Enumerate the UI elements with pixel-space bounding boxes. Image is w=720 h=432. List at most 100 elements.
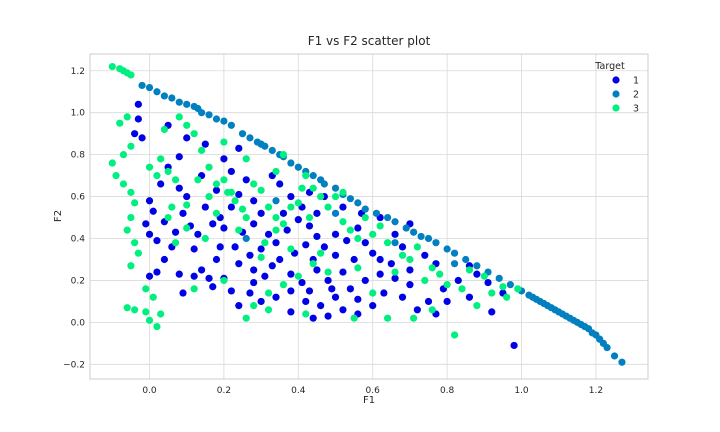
scatter-point [443, 281, 451, 289]
scatter-point [287, 192, 295, 201]
scatter-point [127, 142, 135, 150]
y-tick-label: 0.8 [71, 151, 86, 161]
scatter-point [354, 199, 362, 207]
scatter-point [465, 293, 474, 301]
scatter-point [339, 188, 347, 196]
scatter-point [331, 184, 340, 192]
scatter-point [242, 213, 250, 222]
scatter-point [261, 142, 269, 150]
scatter-point [145, 197, 154, 205]
scatter-point [227, 121, 235, 129]
scatter-point [153, 237, 161, 245]
scatter-point [142, 285, 150, 293]
scatter-point [305, 287, 314, 295]
scatter-point [406, 255, 414, 264]
scatter-point [250, 278, 258, 287]
scatter-point [465, 266, 474, 274]
scatter-point [272, 226, 280, 234]
plot-area [90, 54, 648, 379]
scatter-point [272, 167, 280, 176]
scatter-point [309, 172, 317, 180]
scatter-point [131, 199, 139, 207]
scatter-point [153, 88, 161, 96]
scatter-point [391, 239, 399, 247]
data-points [108, 62, 626, 366]
scatter-point [384, 314, 392, 322]
y-tick-label: 0.4 [71, 235, 86, 245]
scatter-point [380, 289, 388, 297]
scatter-point [499, 283, 507, 291]
scatter-point [324, 312, 332, 320]
scatter-point [354, 264, 362, 272]
scatter-point [343, 237, 351, 245]
scatter-point [309, 184, 317, 192]
scatter-point [462, 255, 470, 264]
scatter-point [272, 293, 280, 301]
scatter-point [257, 209, 265, 217]
scatter-point [127, 71, 135, 79]
scatter-point [153, 322, 161, 331]
scatter-point [272, 197, 280, 205]
scatter-point [302, 297, 310, 306]
scatter-point [398, 243, 407, 251]
scatter-point [354, 224, 362, 232]
scatter-point [391, 274, 399, 282]
scatter-point [346, 285, 354, 293]
scatter-point [514, 285, 522, 293]
scatter-point [175, 98, 183, 106]
scatter-point [138, 81, 146, 90]
scatter-point [123, 226, 131, 234]
scatter-point [123, 113, 131, 121]
scatter-point [294, 216, 302, 224]
scatter-point [179, 289, 187, 297]
scatter-point [134, 115, 142, 123]
scatter-point [302, 310, 310, 318]
scatter-point [398, 251, 407, 259]
scatter-point [406, 281, 414, 289]
scatter-point [376, 255, 384, 264]
scatter-point [250, 197, 258, 205]
scatter-point [391, 218, 399, 226]
scatter-point [145, 316, 154, 324]
scatter-point [131, 130, 139, 138]
scatter-point [450, 331, 459, 339]
scatter-point [302, 172, 310, 180]
scatter-point [131, 239, 139, 247]
scatter-point [413, 306, 421, 314]
scatter-point [298, 278, 306, 287]
scatter-point [235, 144, 243, 152]
scatter-point [443, 245, 451, 253]
scatter-point [242, 314, 250, 322]
scatter-point [376, 222, 384, 230]
x-tick-label: 0.4 [291, 386, 306, 396]
scatter-point [272, 239, 280, 247]
scatter-point [160, 255, 168, 264]
scatter-point [168, 203, 176, 211]
scatter-point [257, 186, 265, 194]
scatter-point [495, 274, 503, 282]
scatter-point [246, 289, 254, 297]
scatter-point [153, 172, 161, 180]
scatter-point [261, 272, 269, 280]
scatter-point [406, 266, 414, 274]
scatter-point [320, 243, 328, 251]
x-tick-label: 1.0 [514, 386, 529, 396]
scatter-point [164, 213, 172, 222]
scatter-point [421, 276, 429, 285]
legend-marker [612, 90, 620, 98]
scatter-point [324, 203, 332, 211]
scatter-point [279, 151, 288, 159]
scatter-point [212, 209, 221, 217]
scatter-point [361, 213, 369, 222]
scatter-point [354, 234, 362, 243]
scatter-point [235, 190, 243, 199]
scatter-point [153, 268, 161, 276]
scatter-point [209, 283, 217, 291]
scatter-point [190, 272, 198, 280]
scatter-point [250, 180, 258, 188]
scatter-point [242, 155, 250, 163]
scatter-point [220, 276, 228, 285]
scatter-point [212, 115, 221, 123]
scatter-point [339, 306, 347, 314]
